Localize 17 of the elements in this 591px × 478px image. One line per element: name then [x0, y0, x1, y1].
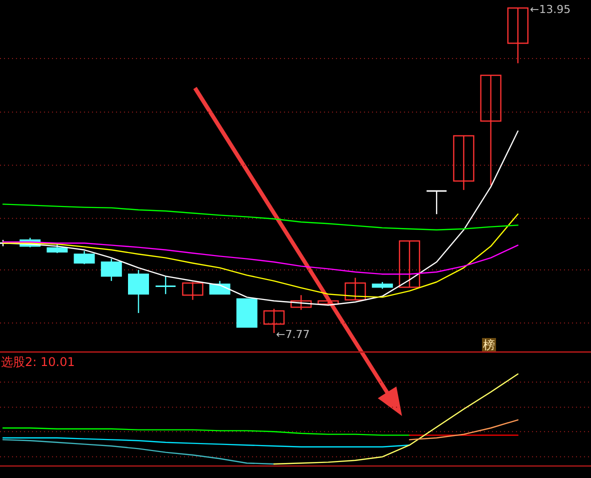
- candlestick: [453, 135, 474, 191]
- candlestick: [128, 269, 149, 314]
- annotation: ←13.95: [530, 3, 571, 16]
- candlestick: [182, 281, 204, 300]
- annotation: ←7.77: [276, 328, 310, 341]
- candlestick: [398, 240, 420, 288]
- candlestick: [480, 74, 502, 186]
- candlestick: [426, 190, 448, 215]
- candlestick: [100, 258, 122, 282]
- candlestick: [74, 250, 95, 265]
- chart-title: 选股2: 10.01: [1, 355, 75, 369]
- candlestick: [209, 280, 230, 295]
- text: 榜: [483, 338, 495, 352]
- candlestick: [344, 277, 366, 300]
- candlestick: [507, 7, 528, 64]
- candlestick: [154, 276, 176, 295]
- candlestick: [290, 294, 312, 310]
